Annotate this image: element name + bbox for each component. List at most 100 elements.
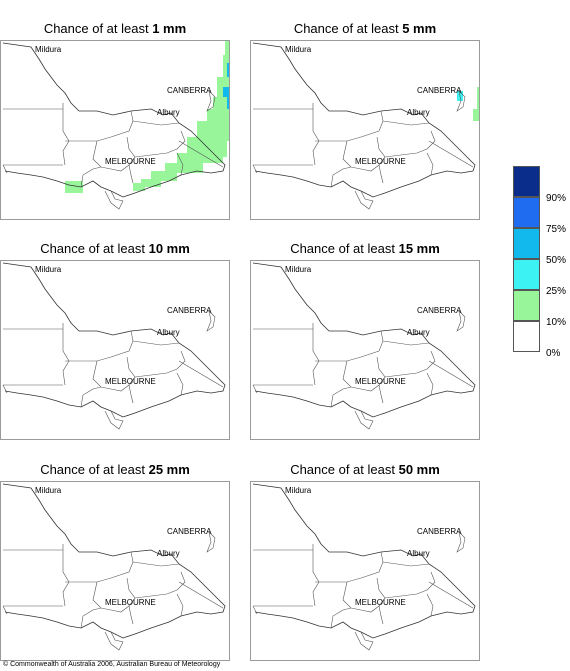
place-label-albury: Albury [407,108,430,117]
district-boundary [176,372,184,396]
copyright-notice: © Commonwealth of Australia 2006, Austra… [3,661,221,668]
district-boundary [428,140,474,168]
district-boundary [312,323,320,386]
district-boundary [354,410,374,430]
district-boundary [92,136,136,172]
map-panel-25mm: Mildura CANBERRA Albury MELBOURNE [0,481,230,661]
probability-cell [223,87,229,97]
map-panel-10mm: Mildura CANBERRA Albury MELBOURNE [0,260,230,440]
district-boundary [65,110,134,142]
map-panel-1mm: Mildura CANBERRA Albury MELBOURNE [0,40,230,220]
act-boundary [456,531,466,553]
district-boundary [104,410,124,430]
district-boundary [342,356,386,392]
legend-swatch-0 [513,321,540,352]
district-boundary [426,593,434,617]
probability-cell [227,63,229,87]
place-label-albury: Albury [157,108,180,117]
district-boundary [178,360,224,388]
district-boundary [252,605,258,615]
legend-label-0: 0% [546,348,561,359]
probability-cell [165,163,203,173]
panel-title-5mm: Chance of at least 5 mm [293,21,437,36]
district-boundary [65,330,134,362]
district-boundary [426,152,434,176]
district-boundary [384,350,436,378]
map-svg [2,41,229,210]
map-svg [2,483,226,651]
district-boundary [426,372,434,396]
place-label-mildura: Mildura [35,486,62,495]
state-boundary [2,42,226,198]
district-boundary [315,110,384,142]
map-svg [252,262,476,430]
district-boundary [342,577,386,613]
district-boundary [65,551,134,583]
panel-title-50mm: Chance of at least 50 mm [290,462,440,477]
map-svg [252,42,479,210]
legend-swatch-90 [513,166,540,197]
legend-swatch-50 [513,228,540,259]
district-boundary [80,166,102,188]
place-label-albury: Albury [407,549,430,558]
probability-cell [225,41,229,55]
district-boundary [62,103,70,166]
probability-cell [151,171,177,181]
district-boundary [178,581,224,609]
place-label-canberra: CANBERRA [417,306,462,315]
place-label-albury: Albury [157,549,180,558]
state-boundary [252,42,476,198]
place-label-melbourne: MELBOURNE [105,157,156,166]
place-label-canberra: CANBERRA [417,527,462,536]
district-boundary [92,577,136,613]
district-boundary [330,386,352,408]
state-boundary [2,483,226,639]
probability-cell [223,55,229,77]
probability-cell [227,97,229,111]
probability-cell [133,183,145,191]
state-boundary [252,483,476,639]
place-label-canberra: CANBERRA [167,86,212,95]
district-boundary [134,571,186,599]
district-boundary [132,340,180,346]
district-boundary [104,631,124,651]
probability-cell [141,179,161,187]
place-label-canberra: CANBERRA [167,527,212,536]
district-boundary [312,544,320,607]
place-label-canberra: CANBERRA [417,86,462,95]
map-panel-50mm: Mildura CANBERRA Albury MELBOURNE [250,481,480,661]
district-boundary [132,120,180,126]
district-boundary [428,581,474,609]
district-boundary [80,607,102,629]
act-boundary [456,90,466,112]
district-boundary [378,384,384,404]
probability-cell [177,153,223,163]
legend-label-10: 10% [546,317,567,328]
place-label-canberra: CANBERRA [167,306,212,315]
district-boundary [92,356,136,392]
district-boundary [382,340,430,346]
act-boundary [206,310,216,332]
map-panel-15mm: Mildura CANBERRA Albury MELBOURNE [250,260,480,440]
legend-label-50: 50% [546,255,567,266]
probability-cell [197,121,229,141]
district-boundary [382,120,430,126]
probability-cell [65,181,83,193]
district-boundary [382,561,430,567]
place-label-mildura: Mildura [285,265,312,274]
state-boundary [2,262,226,418]
district-boundary [178,140,224,168]
district-boundary [252,384,258,394]
district-boundary [330,166,352,188]
panel-title-15mm: Chance of at least 15 mm [290,241,440,256]
district-boundary [134,130,186,158]
district-boundary [176,593,184,617]
place-label-mildura: Mildura [35,265,62,274]
act-boundary [456,310,466,332]
district-boundary [128,164,134,184]
panel-title-25mm: Chance of at least 25 mm [40,462,190,477]
map-panel-5mm: Mildura CANBERRA Albury MELBOURNE [250,40,480,220]
district-boundary [342,136,386,172]
district-boundary [104,190,124,210]
district-boundary [312,103,320,166]
